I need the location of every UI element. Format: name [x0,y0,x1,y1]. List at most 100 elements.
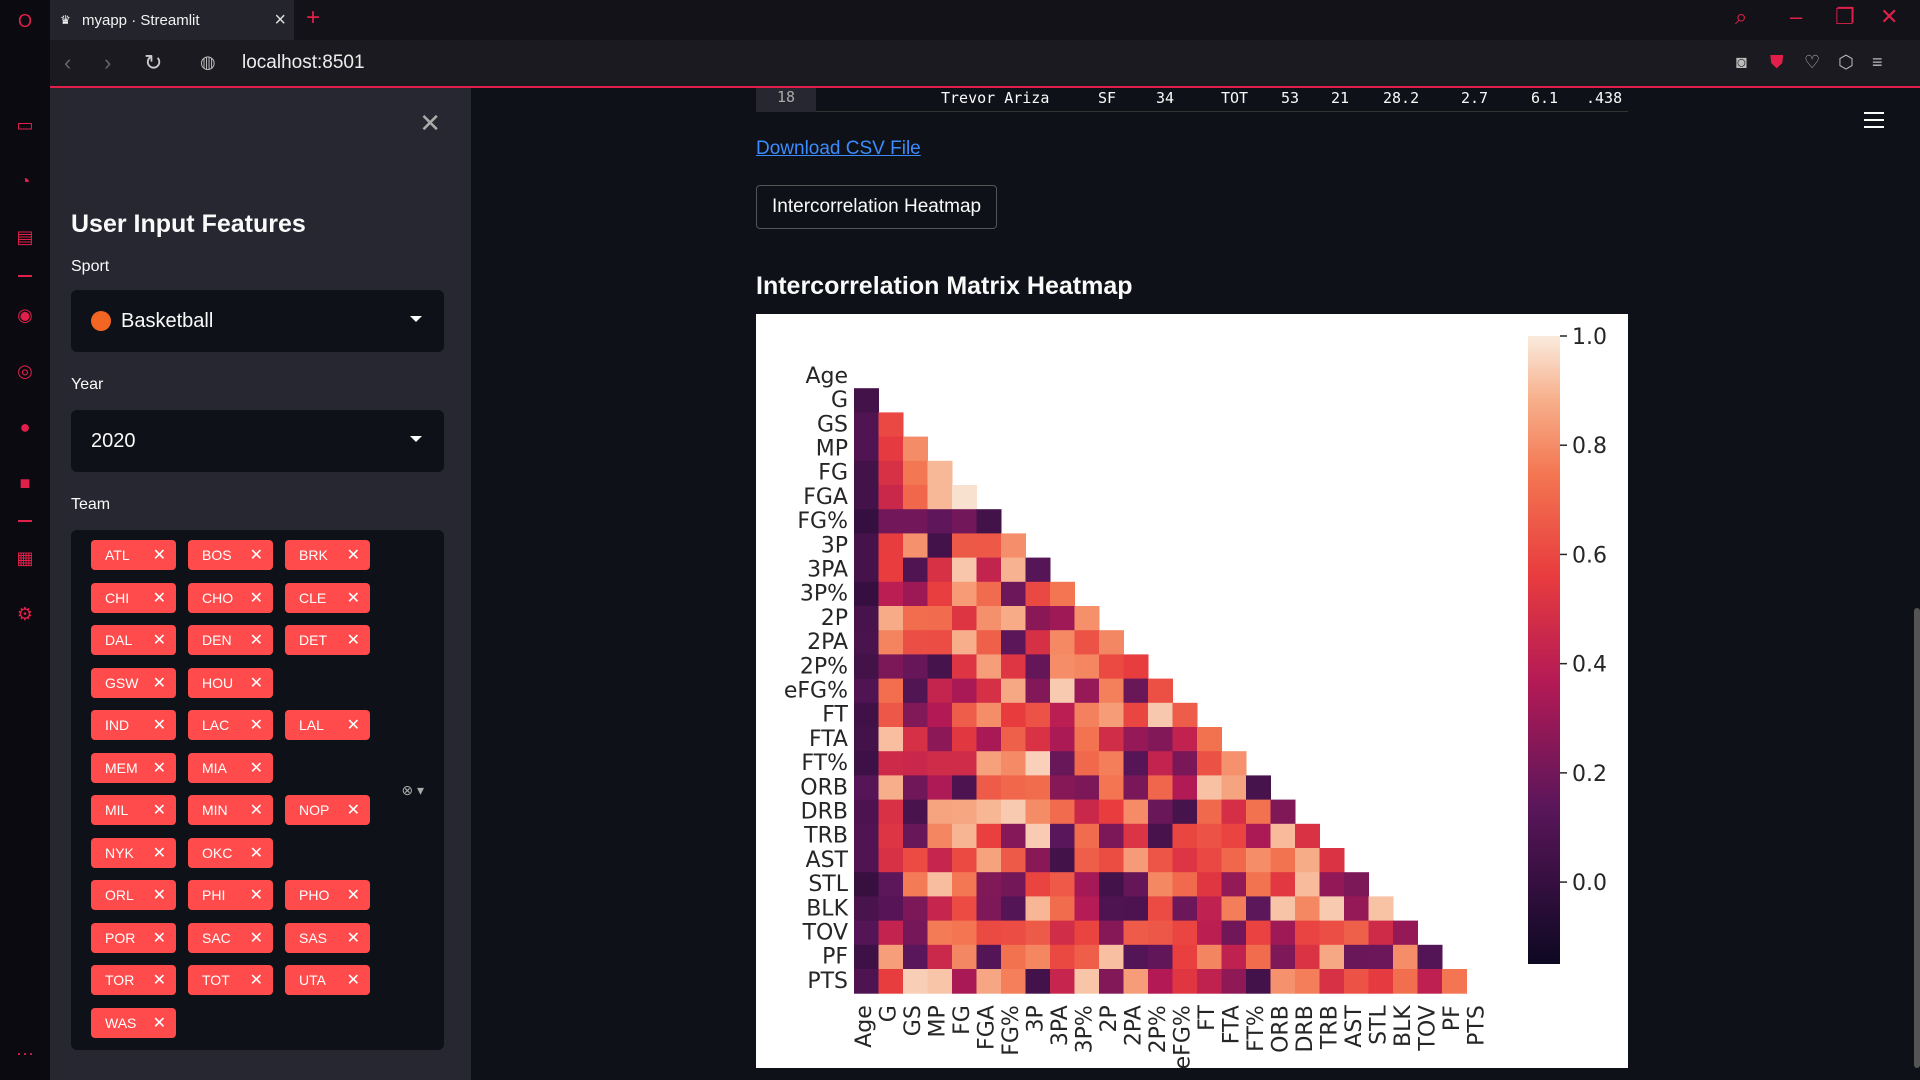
remove-chip-icon[interactable]: ✕ [249,547,263,564]
remove-chip-icon[interactable]: ✕ [152,717,166,734]
remove-chip-icon[interactable]: ✕ [152,972,166,989]
remove-chip-icon[interactable]: ✕ [152,802,166,819]
remove-chip-icon[interactable]: ✕ [249,717,263,734]
remove-chip-icon[interactable]: ✕ [346,717,360,734]
team-chip[interactable]: NYK ✕ [91,837,176,868]
url-field[interactable]: localhost:8501 [242,52,365,73]
remove-chip-icon[interactable]: ✕ [249,929,263,947]
team-chip[interactable]: UTA ✕ [285,965,370,995]
camera-icon[interactable]: ◙ [1736,52,1747,72]
browser-tab[interactable]: ♛ myapp · Streamlit × [50,0,294,40]
bag-icon[interactable]: ▤ [16,226,34,247]
remove-chip-icon[interactable]: ✕ [152,844,166,862]
settings-icon[interactable]: ⚙ [16,603,34,624]
team-chip[interactable]: DEN ✕ [188,625,273,655]
heatmap-cell [1025,848,1051,873]
remove-chip-icon[interactable]: ✕ [249,844,263,862]
speedometer-icon[interactable]: ◔ [19,170,31,191]
team-chip[interactable]: GSW ✕ [91,667,176,698]
team-chip[interactable]: MIL ✕ [91,795,176,825]
clear-icon[interactable]: ⊗ ▾ [401,782,424,798]
team-chip[interactable]: PHI ✕ [188,880,273,910]
download-csv-link[interactable]: Download CSV File [756,138,921,159]
team-chip[interactable]: OKC ✕ [188,837,273,868]
team-chip[interactable]: LAC ✕ [188,710,273,740]
opera-logo-icon[interactable]: O [17,10,32,31]
team-chip[interactable]: SAS ✕ [285,922,370,953]
close-tab-icon[interactable]: × [274,9,286,31]
remove-chip-icon[interactable]: ✕ [249,802,263,819]
team-chip[interactable]: ATL ✕ [91,540,176,570]
grid-icon[interactable]: ▦ [16,547,34,568]
team-chip[interactable]: LAL ✕ [285,710,370,740]
more-icon[interactable]: ··· [16,1042,34,1063]
remove-chip-icon[interactable]: ✕ [346,547,360,564]
gamepad-icon[interactable]: ▭ [16,114,34,135]
remove-chip-icon[interactable]: ✕ [346,887,360,904]
team-chip[interactable]: MEM ✕ [91,752,176,783]
restore-icon[interactable]: ❐ [1835,4,1855,29]
remove-chip-icon[interactable]: ✕ [249,674,263,692]
remove-chip-icon[interactable]: ✕ [152,759,166,777]
close-sidebar-icon[interactable]: ✕ [419,108,441,138]
team-chip[interactable]: TOT ✕ [188,965,273,995]
twitter-icon[interactable]: ● [19,416,31,437]
settings-sliders-icon[interactable]: ≡ [1872,52,1883,72]
remove-chip-icon[interactable]: ✕ [249,632,263,649]
remove-chip-icon[interactable]: ✕ [152,1014,166,1032]
remove-chip-icon[interactable]: ✕ [346,802,360,819]
shield-icon[interactable]: ⛊ [1770,52,1784,72]
forward-icon[interactable]: › [104,50,112,75]
remove-chip-icon[interactable]: ✕ [152,929,166,947]
team-chip[interactable]: MIA ✕ [188,752,273,783]
team-chip[interactable]: PHO ✕ [285,880,370,910]
heatmap-button[interactable]: Intercorrelation Heatmap [756,185,998,229]
year-select[interactable]: 2020 [71,410,444,472]
discord-icon[interactable]: ■ [19,472,31,493]
scrollbar[interactable] [1914,608,1920,1068]
remove-chip-icon[interactable]: ✕ [249,759,263,777]
team-chip[interactable]: ORL ✕ [91,880,176,910]
team-chip[interactable]: IND ✕ [91,710,176,740]
remove-chip-icon[interactable]: ✕ [152,887,166,904]
team-chip[interactable]: DET ✕ [285,625,370,655]
team-chip[interactable]: MIN ✕ [188,795,273,825]
remove-chip-icon[interactable]: ✕ [152,632,166,649]
remove-chip-icon[interactable]: ✕ [152,674,166,692]
remove-chip-icon[interactable]: ✕ [152,589,166,607]
team-chip[interactable]: BRK ✕ [285,540,370,570]
remove-chip-icon[interactable]: ✕ [249,887,263,904]
minimize-icon[interactable]: – [1790,4,1803,29]
team-chip[interactable]: POR ✕ [91,922,176,953]
heatmap-cell [1074,654,1100,680]
team-chip[interactable]: NOP ✕ [285,795,370,825]
search-icon[interactable]: ⌕ [1735,4,1748,29]
messenger-icon[interactable]: ◉ [17,304,33,325]
team-chip[interactable]: CHI ✕ [91,582,176,613]
remove-chip-icon[interactable]: ✕ [346,972,360,989]
team-chip[interactable]: WAS ✕ [91,1007,176,1038]
sport-select[interactable]: Basketball [71,290,444,352]
team-chip[interactable]: CLE ✕ [285,582,370,613]
team-chip[interactable]: HOU ✕ [188,667,273,698]
team-chip[interactable]: BOS ✕ [188,540,273,570]
remove-chip-icon[interactable]: ✕ [346,589,360,607]
whatsapp-icon[interactable]: ◎ [17,360,33,381]
remove-chip-icon[interactable]: ✕ [249,972,263,989]
menu-icon[interactable] [1864,112,1884,128]
team-multiselect[interactable]: ATL ✕ BOS ✕ BRK ✕ CHI ✕ CHO ✕ CLE ✕ DAL ✕ DEN ✕ DET ✕ GSW ✕… [71,530,444,1050]
back-icon[interactable]: ‹ [64,50,72,75]
heart-icon[interactable]: ♡ [1804,52,1821,72]
cube-icon[interactable]: ⬡ [1838,52,1854,72]
close-window-icon[interactable]: ✕ [1880,4,1899,29]
reload-icon[interactable]: ↻ [144,50,163,75]
team-chip[interactable]: SAC ✕ [188,922,273,953]
new-tab-icon[interactable]: + [306,4,321,31]
team-chip[interactable]: CHO ✕ [188,582,273,613]
remove-chip-icon[interactable]: ✕ [346,929,360,947]
remove-chip-icon[interactable]: ✕ [152,547,166,564]
team-chip[interactable]: DAL ✕ [91,625,176,655]
team-chip[interactable]: TOR ✕ [91,965,176,995]
remove-chip-icon[interactable]: ✕ [249,589,263,607]
remove-chip-icon[interactable]: ✕ [346,632,360,649]
